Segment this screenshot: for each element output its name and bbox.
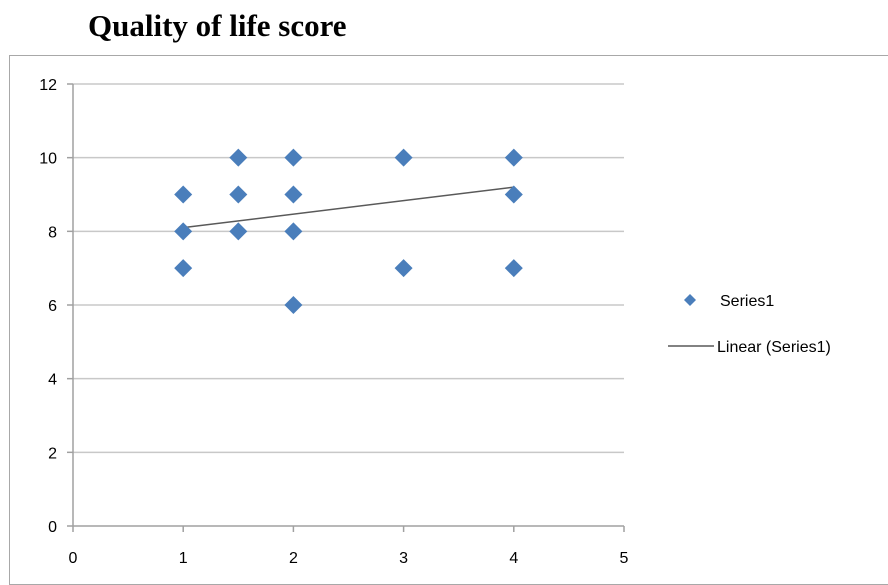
legend: Series1 Linear (Series1) bbox=[668, 293, 831, 356]
y-tick-label-10: 10 bbox=[39, 151, 57, 168]
legend-label: Linear (Series1) bbox=[717, 339, 831, 356]
data-points bbox=[174, 148, 523, 314]
x-tick-label-4: 4 bbox=[509, 550, 518, 567]
data-point bbox=[174, 222, 193, 241]
x-tick-label-3: 3 bbox=[399, 550, 408, 567]
data-point bbox=[229, 185, 248, 204]
data-point bbox=[504, 148, 523, 167]
y-tick-label-12: 12 bbox=[39, 77, 57, 94]
data-point bbox=[174, 259, 193, 278]
x-tick-label-2: 2 bbox=[289, 550, 298, 567]
data-point bbox=[394, 259, 413, 278]
x-tick-label-1: 1 bbox=[179, 550, 188, 567]
data-point bbox=[284, 296, 303, 314]
axes bbox=[67, 83, 625, 532]
x-tick-label-5: 5 bbox=[620, 550, 629, 567]
trendline bbox=[183, 186, 514, 229]
y-tick-label-4: 4 bbox=[48, 372, 57, 389]
data-point bbox=[229, 148, 248, 167]
gridlines bbox=[73, 83, 624, 454]
data-point bbox=[504, 185, 523, 204]
legend-label: Series1 bbox=[720, 293, 774, 310]
y-tick-label-0: 0 bbox=[48, 519, 57, 536]
legend-marker-icon bbox=[684, 294, 696, 306]
data-point bbox=[174, 185, 193, 204]
data-point bbox=[284, 148, 303, 167]
trendline-layer bbox=[183, 186, 514, 229]
data-point bbox=[284, 185, 303, 204]
data-point bbox=[284, 222, 303, 241]
data-point bbox=[229, 222, 248, 241]
data-point bbox=[504, 259, 523, 278]
y-tick-label-8: 8 bbox=[48, 224, 57, 241]
y-tick-label-6: 6 bbox=[48, 298, 57, 315]
x-tick-label-0: 0 bbox=[69, 550, 78, 567]
y-tick-label-2: 2 bbox=[48, 445, 57, 462]
chart-title: Quality of life score bbox=[88, 8, 347, 43]
data-point bbox=[394, 148, 413, 167]
